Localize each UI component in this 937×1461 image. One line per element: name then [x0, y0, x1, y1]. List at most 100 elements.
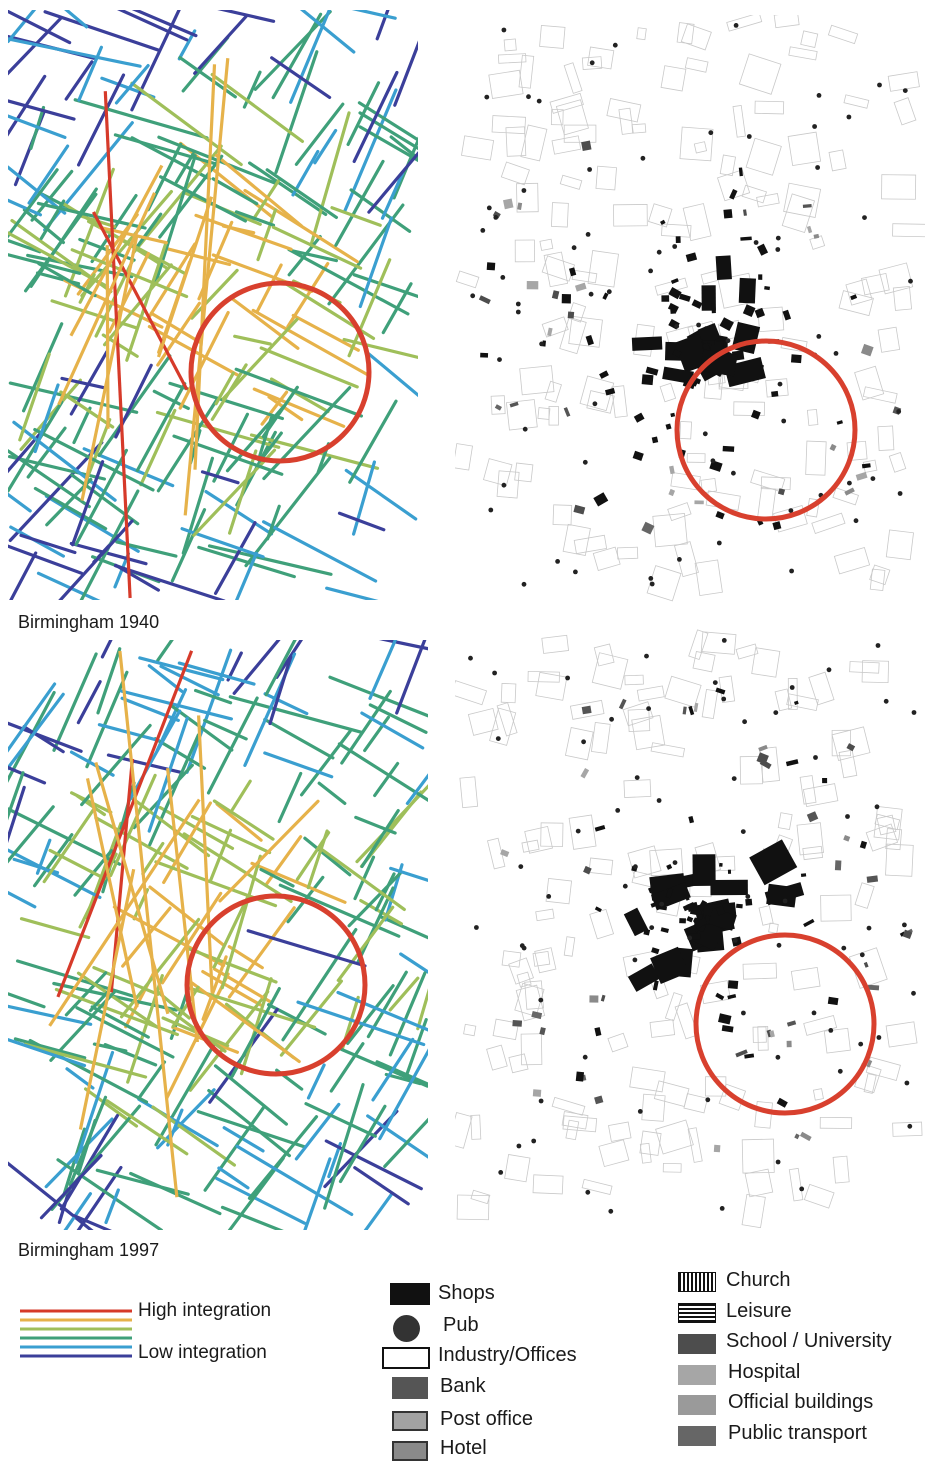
axial-line: [70, 460, 105, 547]
axial-line: [76, 971, 159, 1029]
building-outline: [591, 652, 629, 690]
building-outline: [865, 823, 899, 852]
pub-dot: [608, 1208, 614, 1214]
building-outline: [569, 699, 605, 720]
building-outline: [636, 27, 647, 41]
axial-line: [347, 258, 392, 358]
landuse-block: [859, 840, 868, 849]
building-outline: [744, 1168, 774, 1198]
building-outline: [854, 365, 885, 401]
building-outline: [887, 71, 920, 92]
landuse-block: [715, 510, 725, 520]
landuse-map-1940: [455, 15, 925, 605]
building-outline: [627, 845, 662, 879]
building-outline: [608, 1121, 632, 1142]
axial-line-integrated: [91, 211, 189, 391]
axial-line: [141, 841, 165, 876]
building-outline: [828, 149, 847, 172]
landuse-block: [492, 210, 501, 219]
axial-line: [325, 586, 379, 600]
axial-line: [80, 723, 152, 807]
axial-line-integrated: [183, 58, 230, 516]
landuse-block: [794, 700, 799, 705]
pub-dot: [522, 426, 528, 432]
building-outline: [579, 375, 615, 412]
building-outline: [470, 1189, 491, 1205]
building-outline: [726, 15, 763, 32]
pub-dot: [519, 943, 525, 949]
building-outline: [541, 316, 569, 338]
landuse-block: [790, 354, 802, 364]
building-outline: [501, 950, 522, 968]
pub-dot: [538, 997, 544, 1003]
building-outline: [684, 57, 709, 73]
building-outline: [735, 643, 759, 660]
axial-line: [367, 151, 418, 214]
axial-line: [90, 1005, 150, 1039]
landuse-block: [651, 436, 659, 444]
pub-dot: [705, 1097, 711, 1103]
axial-line: [135, 212, 163, 248]
pub-dot: [498, 1170, 504, 1175]
pub-dot: [911, 710, 917, 715]
landuse-block: [623, 907, 649, 937]
landuse-block: [829, 443, 837, 452]
landuse-block: [749, 839, 798, 886]
landuse-block: [729, 189, 738, 200]
landuse-block: [561, 294, 571, 304]
building-outline: [555, 99, 589, 136]
building-outline: [563, 124, 597, 143]
axial-line: [23, 1042, 148, 1079]
building-outline: [467, 707, 499, 736]
axial-line: [349, 188, 412, 233]
landuse-block: [766, 883, 798, 908]
axial-line: [182, 832, 293, 903]
landuse-block: [594, 1095, 604, 1105]
axial-line: [368, 640, 398, 701]
landuse-block: [662, 366, 694, 385]
axial-line: [327, 1142, 342, 1179]
landuse-block: [713, 1144, 721, 1153]
axial-line: [207, 544, 333, 576]
axial-line: [251, 308, 370, 377]
axial-line: [214, 521, 257, 595]
pub-dot: [845, 814, 850, 819]
legend-leisure: Leisure: [726, 1300, 792, 1322]
pub-dot: [516, 1143, 522, 1149]
axial-line: [156, 1088, 216, 1150]
building-outline: [861, 272, 890, 296]
pub-dot: [781, 418, 787, 424]
building-outline: [586, 390, 615, 414]
axial-line: [59, 390, 115, 429]
axial-line: [39, 1153, 103, 1220]
pub-dot: [858, 1041, 864, 1047]
building-outline: [520, 124, 548, 162]
axial-line: [263, 751, 334, 779]
caption-1940: Birmingham 1940: [18, 612, 160, 632]
pub-dot: [853, 518, 859, 524]
building-outline: [562, 1115, 598, 1133]
axial-line: [378, 1048, 428, 1141]
building-outline: [686, 453, 706, 463]
pub-dot: [518, 864, 524, 869]
landuse-block: [715, 992, 725, 1001]
axial-line: [210, 72, 304, 143]
landuse-block: [604, 387, 616, 396]
legend-hotel: Hotel: [440, 1437, 487, 1459]
pub-dot: [585, 232, 591, 237]
landuse-block: [806, 811, 819, 823]
axial-line: [303, 836, 352, 877]
axial-line: [169, 703, 234, 752]
landuse-block: [727, 980, 739, 990]
landuse-block: [860, 343, 874, 357]
axial-line: [234, 210, 276, 227]
axial-line-integrated: [156, 196, 214, 358]
axial-line: [8, 198, 43, 217]
axial-line: [203, 1104, 266, 1192]
axial-line: [37, 262, 97, 298]
axial-line: [149, 311, 201, 344]
axial-line: [211, 177, 259, 206]
axial-line: [336, 990, 428, 1032]
building-outline: [661, 223, 692, 238]
pub-dot: [632, 957, 638, 963]
